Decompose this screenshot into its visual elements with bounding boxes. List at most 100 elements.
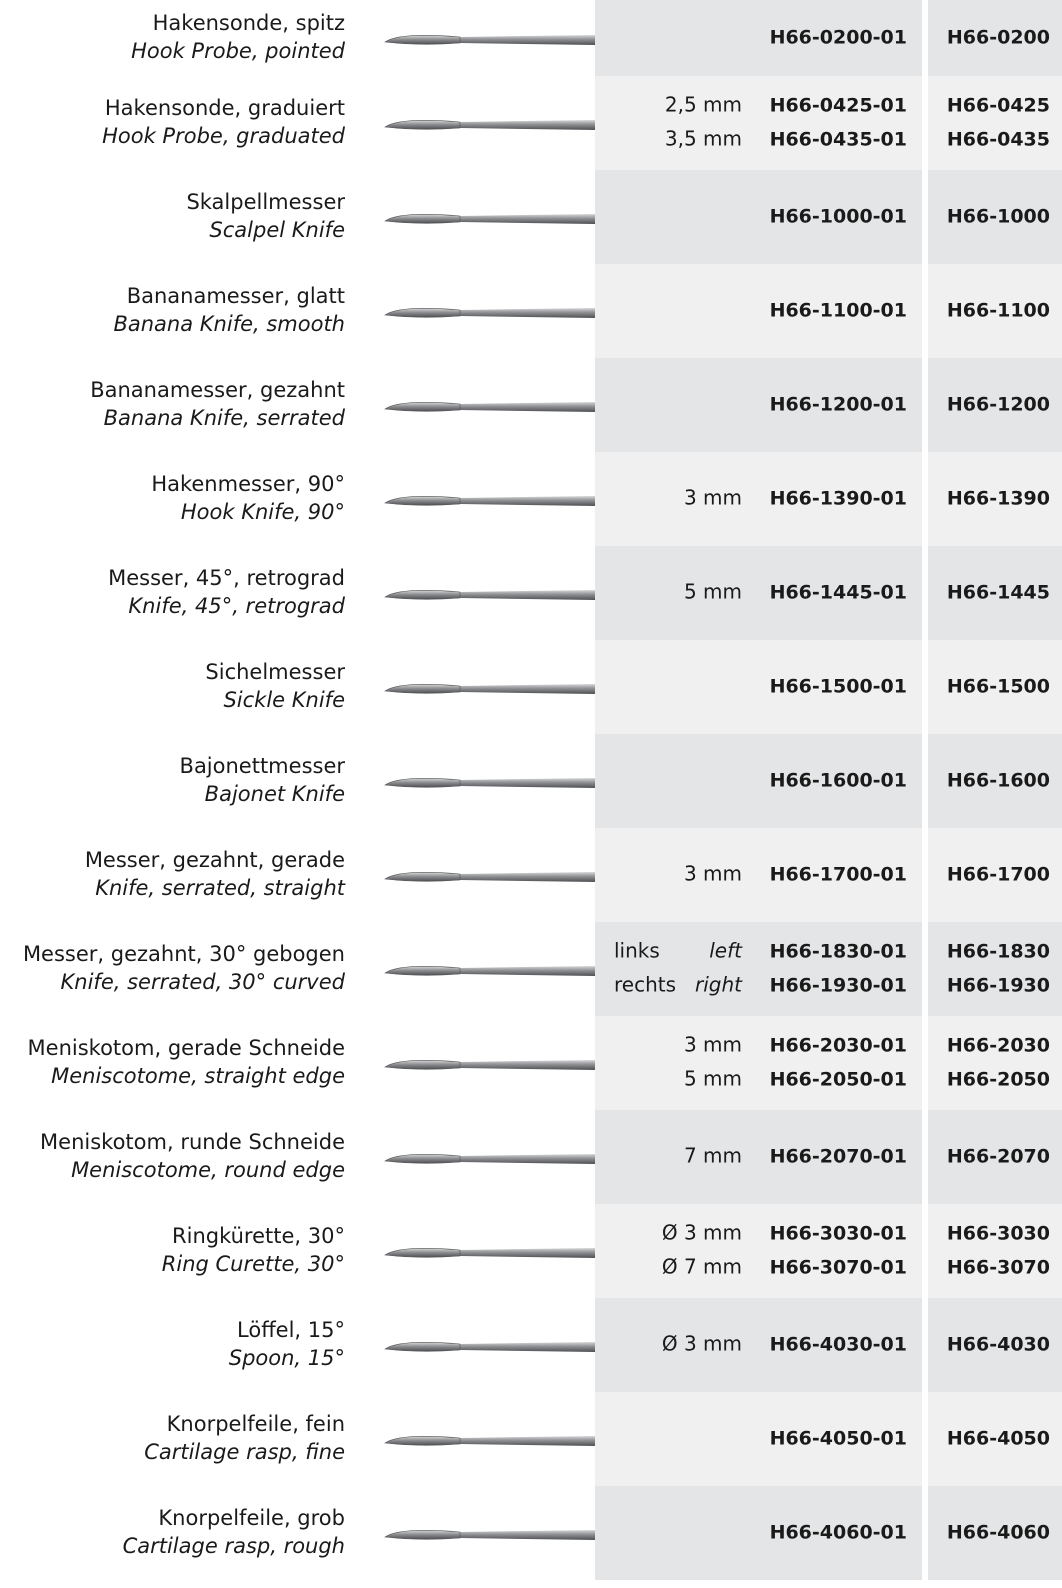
instrument-shaft xyxy=(460,1154,595,1164)
row-band xyxy=(928,640,1062,734)
row-band xyxy=(595,76,922,170)
name-de: Messer, gezahnt, 30° gebogen xyxy=(23,942,345,966)
instrument-shaft xyxy=(460,214,595,224)
instrument-tip xyxy=(384,872,461,882)
row-band xyxy=(595,264,922,358)
name-de: Bananamesser, glatt xyxy=(127,284,345,308)
product-code: H66-2070 xyxy=(947,1146,1050,1168)
size: Ø 7 mm xyxy=(662,1255,742,1279)
row-band xyxy=(928,922,1062,1016)
name-en: Meniscotome, straight edge xyxy=(51,1064,345,1088)
article-number: H66-4030-01 xyxy=(770,1334,907,1356)
row-band xyxy=(595,358,922,452)
product-code: H66-1445 xyxy=(947,582,1050,604)
instrument-tip xyxy=(384,496,461,506)
product-code: H66-3030 xyxy=(947,1223,1050,1245)
product-code: H66-1000 xyxy=(947,206,1050,228)
name-de: Bananamesser, gezahnt xyxy=(90,378,345,402)
name-en: Sickle Knife xyxy=(223,688,345,712)
row-band xyxy=(595,1486,922,1580)
name-en: Banana Knife, serrated xyxy=(104,406,346,430)
instrument-shaft xyxy=(460,120,595,130)
size: 7 mm xyxy=(684,1144,742,1168)
size: 3 mm xyxy=(684,862,742,886)
name-en: Knife, 45°, retrograd xyxy=(128,594,345,618)
row-band xyxy=(928,170,1062,264)
size: 2,5 mm xyxy=(665,93,742,117)
article-number: H66-4060-01 xyxy=(770,1522,907,1544)
size: 3,5 mm xyxy=(665,127,742,151)
side-de: links xyxy=(614,939,660,963)
article-number: H66-1390-01 xyxy=(770,488,907,510)
instrument-tip xyxy=(384,684,461,694)
article-number: H66-1500-01 xyxy=(770,676,907,698)
row-band xyxy=(595,1392,922,1486)
instrument-tip xyxy=(384,1248,461,1258)
row-band xyxy=(928,1204,1062,1298)
product-code: H66-1600 xyxy=(947,770,1050,792)
product-code: H66-2030 xyxy=(947,1035,1050,1057)
size: 3 mm xyxy=(684,1033,742,1057)
row-band xyxy=(928,828,1062,922)
name-en: Cartilage rasp, rough xyxy=(123,1534,345,1558)
product-code: H66-0200 xyxy=(947,27,1050,49)
product-code: H66-1500 xyxy=(947,676,1050,698)
name-de: Sichelmesser xyxy=(205,660,345,684)
product-code: H66-0425 xyxy=(947,95,1050,117)
article-number: H66-1200-01 xyxy=(770,394,907,416)
name-en: Ring Curette, 30° xyxy=(162,1252,345,1276)
name-en: Spoon, 15° xyxy=(229,1346,345,1370)
row-band xyxy=(928,546,1062,640)
instrument-tip xyxy=(384,402,461,412)
name-de: Messer, gezahnt, gerade xyxy=(85,848,345,872)
row-band xyxy=(595,828,922,922)
article-number: H66-3070-01 xyxy=(770,1257,907,1279)
article-number: H66-1445-01 xyxy=(770,582,907,604)
product-code: H66-1200 xyxy=(947,394,1050,416)
instrument-shaft xyxy=(460,872,595,882)
name-en: Hook Probe, pointed xyxy=(131,39,346,63)
article-number: H66-2030-01 xyxy=(770,1035,907,1057)
name-en: Hook Probe, graduated xyxy=(102,124,346,148)
row-band xyxy=(595,1298,922,1392)
product-code: H66-1100 xyxy=(947,300,1050,322)
product-code: H66-4060 xyxy=(947,1522,1050,1544)
row-band xyxy=(595,922,922,1016)
article-number: H66-1700-01 xyxy=(770,864,907,886)
row-band xyxy=(928,1392,1062,1486)
instrument-tip xyxy=(384,1342,461,1352)
name-en: Banana Knife, smooth xyxy=(113,312,345,336)
instrument-tip xyxy=(384,1436,461,1446)
row-band xyxy=(928,358,1062,452)
name-de: Messer, 45°, retrograd xyxy=(108,566,345,590)
side-de: rechts xyxy=(614,973,676,997)
name-en: Meniscotome, round edge xyxy=(71,1158,345,1182)
row-band xyxy=(595,546,922,640)
article-number: H66-0425-01 xyxy=(770,95,907,117)
instrument-shaft xyxy=(460,1248,595,1258)
article-number: H66-1930-01 xyxy=(770,975,907,997)
side-en: left xyxy=(709,939,743,963)
instrument-shaft xyxy=(460,1530,595,1540)
article-number: H66-1100-01 xyxy=(770,300,907,322)
name-de: Ringkürette, 30° xyxy=(172,1224,345,1248)
name-de: Knorpelfeile, fein xyxy=(167,1412,345,1436)
row-band xyxy=(928,1486,1062,1580)
instrument-shaft xyxy=(460,308,595,318)
name-en: Knife, serrated, 30° curved xyxy=(61,970,346,994)
name-en: Scalpel Knife xyxy=(209,218,345,242)
row-band xyxy=(928,0,1062,76)
instrument-tip xyxy=(384,1530,461,1540)
row-band xyxy=(928,1298,1062,1392)
article-number: H66-2050-01 xyxy=(770,1069,907,1091)
row-band xyxy=(595,734,922,828)
row-band xyxy=(928,1110,1062,1204)
product-code: H66-1390 xyxy=(947,488,1050,510)
instrument-shaft xyxy=(460,590,595,600)
instrument-tip xyxy=(384,966,461,976)
row-band xyxy=(595,0,922,76)
side-en: right xyxy=(695,973,743,997)
article-number: H66-1600-01 xyxy=(770,770,907,792)
name-de: Bajonettmesser xyxy=(180,754,346,778)
